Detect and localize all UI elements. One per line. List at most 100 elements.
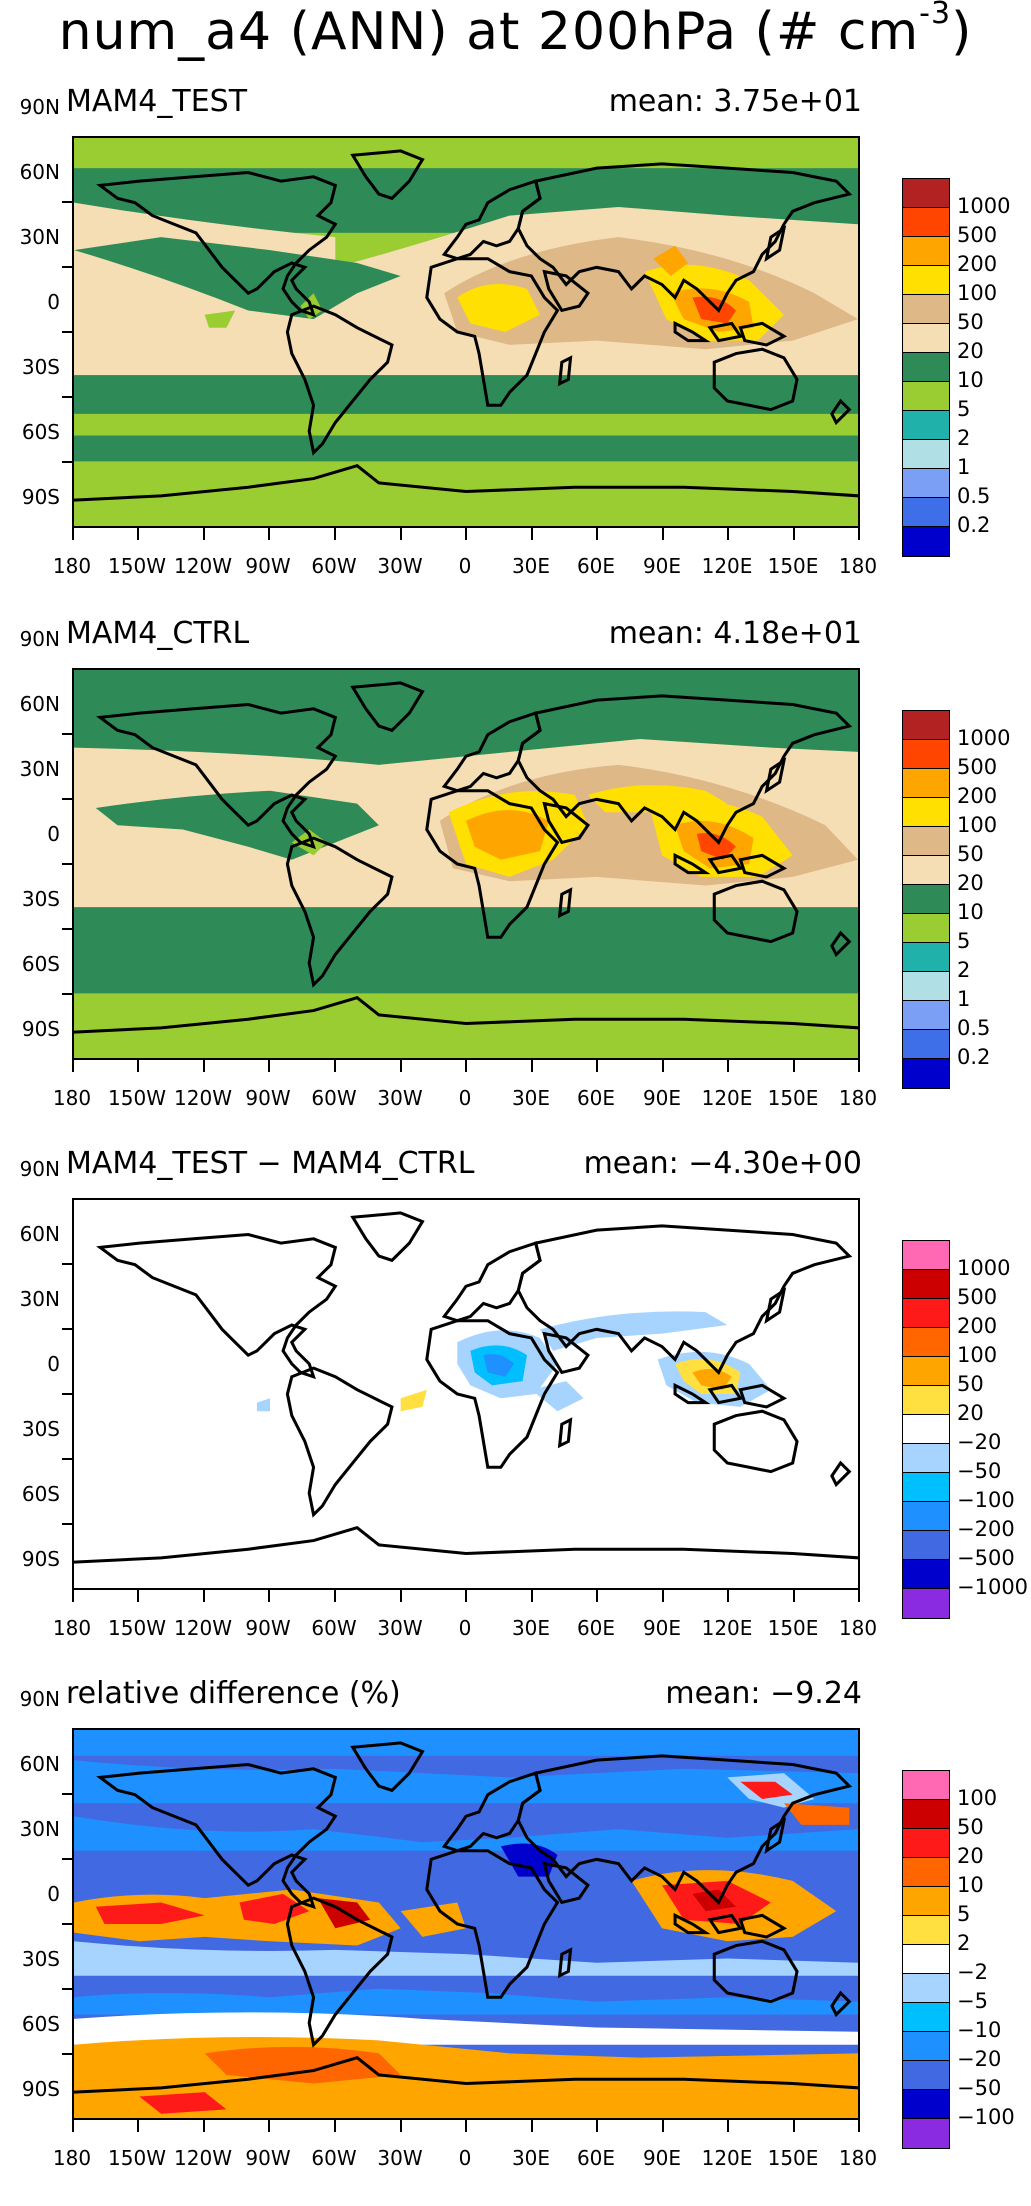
colorbar-swatch: [903, 324, 949, 353]
lat-label: 90S: [21, 485, 60, 509]
colorbar-swatch: [903, 1502, 949, 1531]
lon-label: 30W: [377, 1086, 423, 1110]
colorbar-label: 1000: [957, 726, 1011, 750]
colorbar-label: 200: [957, 252, 998, 276]
lon-label: 30W: [377, 554, 423, 578]
colorbar-swatch: [903, 1241, 949, 1270]
lon-label: 30E: [511, 1086, 551, 1110]
lat-label: 60N: [19, 1222, 60, 1246]
colorbar-swatch: [903, 1444, 949, 1473]
figure-title: num_a4 (ANN) at 200hPa (# cm-3): [58, 0, 973, 62]
colorbar-label: −2: [957, 1960, 988, 1984]
colorbar-swatch: [903, 943, 949, 972]
lon-label: 0: [458, 554, 472, 578]
lon-label: 150W: [108, 2146, 166, 2170]
colorbar-swatch: [903, 2090, 949, 2119]
lat-label: 30S: [21, 1947, 60, 1971]
colorbar-swatch: [903, 295, 949, 324]
lon-label: 120E: [701, 1086, 753, 1110]
lat-label: 60S: [21, 1482, 60, 1506]
colorbar-swatch: [903, 1328, 949, 1357]
lon-label: 90W: [245, 2146, 291, 2170]
lat-label: 60N: [19, 160, 60, 184]
colorbar-swatch: [903, 2119, 949, 2148]
lat-label: 30S: [21, 1417, 60, 1441]
colorbar-swatch: [903, 237, 949, 266]
panel-relative-difference: relative difference (%) mean: −9.24: [0, 1676, 1031, 2206]
colorbar: [902, 710, 950, 1089]
lon-label: 120W: [174, 1086, 232, 1110]
lon-label: 150W: [108, 1086, 166, 1110]
colorbar: [902, 1770, 950, 2149]
colorbar-swatch: [903, 769, 949, 798]
lat-label: 30S: [21, 355, 60, 379]
lon-label: 120W: [174, 1616, 232, 1640]
lon-label: 60E: [576, 1086, 616, 1110]
colorbar-swatch: [903, 1916, 949, 1945]
lon-label: 180: [838, 2146, 878, 2170]
colorbar-swatch: [903, 1771, 949, 1800]
lat-label: 60N: [19, 1752, 60, 1776]
colorbar-label: 1000: [957, 1256, 1011, 1280]
lon-label: 180: [52, 554, 92, 578]
lon-label: 180: [52, 1616, 92, 1640]
lon-label: 120W: [174, 2146, 232, 2170]
colorbar-label: −50: [957, 1459, 1002, 1483]
colorbar-label: 50: [957, 842, 984, 866]
panel-title: MAM4_CTRL: [66, 616, 250, 651]
colorbar-label: −200: [957, 1517, 1015, 1541]
colorbar: [902, 178, 950, 557]
colorbar-label: 100: [957, 813, 998, 837]
colorbar-swatch: [903, 2003, 949, 2032]
colorbar-label: 1000: [957, 194, 1011, 218]
map-field: [74, 670, 858, 1058]
colorbar-label: 20: [957, 339, 984, 363]
lat-label: 90N: [19, 1157, 60, 1181]
colorbar-label: 0.5: [957, 484, 991, 508]
colorbar-swatch: [903, 1974, 949, 2003]
map-plot: [72, 1728, 860, 2120]
panel-mean: mean: 4.18e+01: [608, 616, 862, 651]
colorbar-swatch: [903, 1800, 949, 1829]
colorbar-swatch: [903, 1059, 949, 1088]
colorbar-swatch: [903, 1299, 949, 1328]
panel-difference: MAM4_TEST − MAM4_CTRL mean: −4.30e+00 90…: [0, 1146, 1031, 1676]
colorbar-label: 100: [957, 281, 998, 305]
lon-label: 90W: [245, 1616, 291, 1640]
colorbar: [902, 1240, 950, 1619]
colorbar-label: −1000: [957, 1575, 1029, 1599]
lat-label: 90S: [21, 1017, 60, 1041]
lon-label: 120E: [701, 2146, 753, 2170]
panel-title: relative difference (%): [66, 1676, 401, 1711]
panel-mean: mean: −9.24: [665, 1676, 862, 1711]
colorbar-label: −50: [957, 2076, 1002, 2100]
colorbar-label: 10: [957, 900, 984, 924]
lon-label: 150E: [767, 554, 819, 578]
colorbar-label: 100: [957, 1343, 998, 1367]
lat-label: 90S: [21, 1547, 60, 1571]
lon-label: 120E: [701, 1616, 753, 1640]
colorbar-label: 5: [957, 397, 971, 421]
colorbar-swatch: [903, 856, 949, 885]
colorbar-swatch: [903, 2061, 949, 2090]
colorbar-label: 500: [957, 223, 998, 247]
map-field: [74, 138, 858, 526]
lon-label: 0: [458, 1086, 472, 1110]
map-field: [74, 1200, 858, 1588]
lat-label: 30N: [19, 1817, 60, 1841]
lon-label: 150W: [108, 554, 166, 578]
map-plot: [72, 668, 860, 1060]
colorbar-swatch: [903, 1829, 949, 1858]
map-plot: [72, 1198, 860, 1590]
colorbar-label: −10: [957, 2018, 1002, 2042]
lat-label: 60S: [21, 2012, 60, 2036]
colorbar-label: −5: [957, 1989, 988, 2013]
colorbar-label: −20: [957, 1430, 1002, 1454]
colorbar-swatch: [903, 798, 949, 827]
colorbar-label: 1: [957, 987, 971, 1011]
colorbar-swatch: [903, 711, 949, 740]
colorbar-label: 500: [957, 755, 998, 779]
lon-label: 120W: [174, 554, 232, 578]
lon-label: 180: [52, 2146, 92, 2170]
colorbar-label: −100: [957, 2105, 1015, 2129]
